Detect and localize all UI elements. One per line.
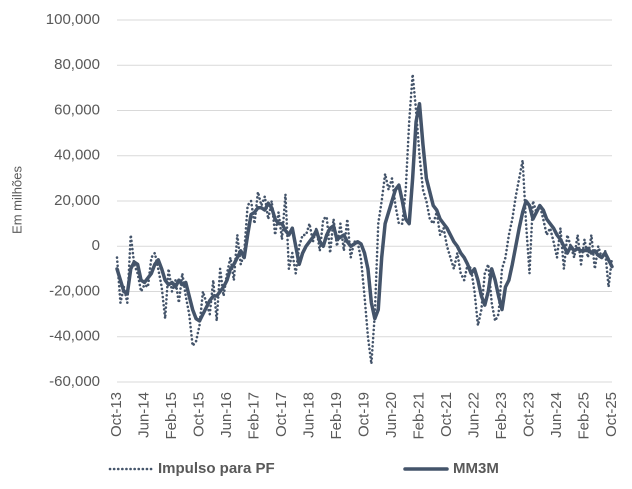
y-tick-label: -20,000 [49,282,100,299]
x-tick-label: Oct-13 [108,392,125,437]
legend-label: MM3M [453,460,499,477]
x-tick-label: Feb-19 [328,392,345,440]
x-tick-label: Oct-17 [273,392,290,437]
x-tick-label: Feb-15 [163,392,180,440]
y-axis-label: Em milhões [9,166,24,234]
x-tick-label: Oct-23 [520,392,537,437]
x-tick-label: Jun-22 [465,392,482,438]
x-tick-label: Oct-19 [355,392,372,437]
y-tick-label: -60,000 [49,373,100,390]
x-tick-label: Oct-15 [190,392,207,437]
y-tick-label: 40,000 [54,147,100,164]
y-tick-label: 80,000 [54,56,100,73]
y-tick-label: 20,000 [54,192,100,209]
x-tick-label: Oct-21 [438,392,455,437]
line-series [115,101,614,323]
x-tick-label: Jun-14 [135,392,152,438]
x-tick-label: Feb-23 [493,392,510,440]
line-series [115,73,614,366]
x-tick-label: Oct-25 [603,392,620,437]
x-tick-label: Feb-21 [410,392,427,440]
y-tick-label: 100,000 [46,11,100,28]
x-tick-label: Jun-20 [383,392,400,438]
x-tick-label: Feb-17 [245,392,262,440]
y-tick-label: -40,000 [49,328,100,345]
legend-label: Impulso para PF [158,460,275,477]
x-tick-label: Jun-18 [300,392,317,438]
y-tick-label: 60,000 [54,101,100,118]
y-tick-label: 0 [92,237,100,254]
x-tick-label: Jun-24 [548,392,565,438]
x-tick-label: Jun-16 [218,392,235,438]
x-tick-label: Feb-25 [575,392,592,440]
